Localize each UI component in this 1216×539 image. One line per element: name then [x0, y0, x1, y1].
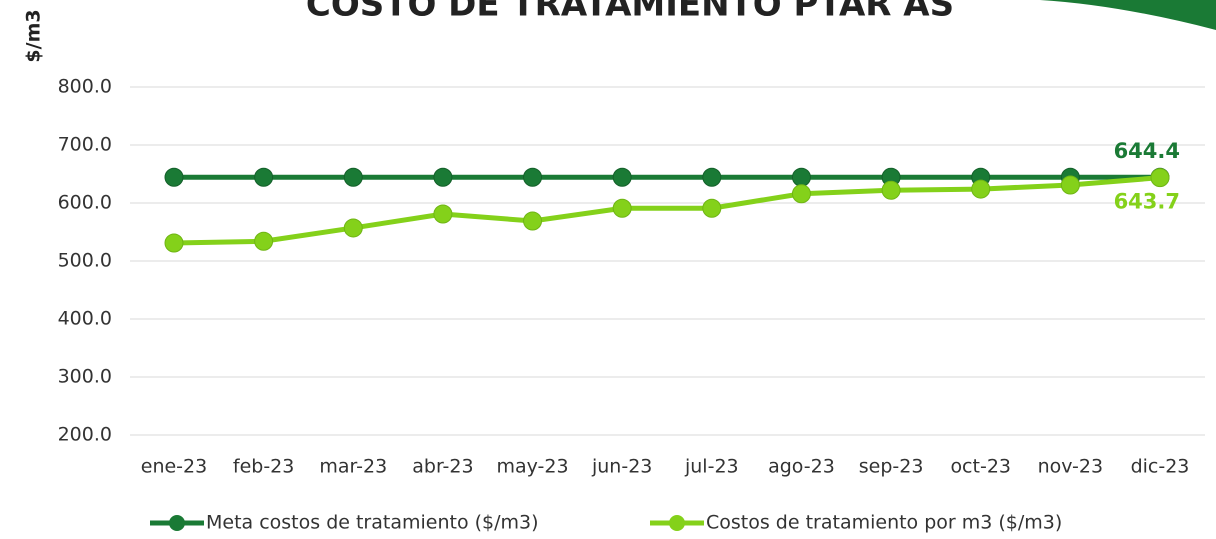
legend-marker: [669, 515, 685, 531]
data-point: [433, 167, 453, 187]
data-label: 644.4: [1114, 139, 1180, 163]
data-point: [254, 231, 274, 251]
data-point: [343, 218, 363, 238]
data-point: [523, 167, 543, 187]
data-point: [791, 167, 811, 187]
x-tick-label: oct-23: [950, 456, 1011, 478]
data-point: [971, 179, 991, 199]
data-point: [881, 180, 901, 200]
legend-label: Meta costos de tratamiento ($/m3): [206, 512, 539, 534]
x-tick-label: abr-23: [412, 456, 473, 478]
x-tick-label: mar-23: [319, 456, 387, 478]
data-label: 643.7: [1114, 190, 1180, 214]
legend-marker: [169, 515, 185, 531]
data-point: [164, 233, 184, 253]
data-point: [702, 167, 722, 187]
x-tick-label: jun-23: [591, 456, 652, 478]
x-tick-label: nov-23: [1038, 456, 1103, 478]
x-tick-label: feb-23: [233, 456, 294, 478]
y-tick-label: 400.0: [58, 308, 112, 330]
y-axis-label: $/m3: [23, 9, 45, 62]
x-tick-label: may-23: [496, 456, 568, 478]
data-point: [612, 198, 632, 218]
data-point: [343, 167, 363, 187]
y-tick-label: 200.0: [58, 424, 112, 446]
y-tick-label: 700.0: [58, 134, 112, 156]
data-point: [791, 184, 811, 204]
data-point: [612, 167, 632, 187]
chart-title: COSTO DE TRATAMIENTO PTAR AS: [306, 0, 954, 25]
x-tick-label: dic-23: [1131, 456, 1190, 478]
data-point: [164, 167, 184, 187]
corner-decoration: [1040, 0, 1216, 30]
y-tick-label: 300.0: [58, 366, 112, 388]
x-tick-label: sep-23: [859, 456, 924, 478]
x-tick-label: ago-23: [768, 456, 835, 478]
legend-label: Costos de tratamiento por m3 ($/m3): [706, 512, 1062, 534]
data-point: [254, 167, 274, 187]
series-line: [173, 175, 1161, 246]
data-point: [1060, 175, 1080, 195]
x-tick-label: ene-23: [141, 456, 207, 478]
data-point: [1150, 168, 1170, 188]
data-point: [702, 198, 722, 218]
y-tick-label: 600.0: [58, 192, 112, 214]
data-point: [523, 211, 543, 231]
y-tick-label: 800.0: [58, 76, 112, 98]
x-tick-label: jul-23: [684, 456, 739, 478]
y-tick-label: 500.0: [58, 250, 112, 272]
data-point: [433, 204, 453, 224]
